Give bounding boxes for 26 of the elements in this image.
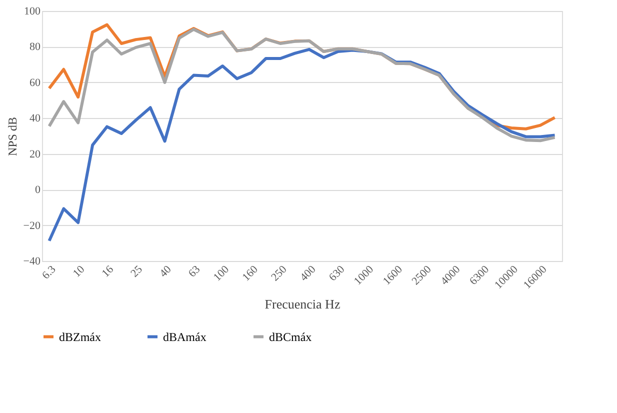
x-tick-label: 4000 (438, 263, 464, 288)
x-axis-title: Frecuencia Hz (264, 296, 340, 312)
x-tick-label: 100 (211, 263, 232, 284)
y-tick-label: −40 (23, 256, 41, 268)
y-tick-label: 100 (24, 6, 41, 18)
y-axis-title: NPS dB (5, 116, 20, 156)
y-tick-label: 80 (30, 41, 41, 54)
y-tick-label: 60 (30, 76, 41, 89)
x-tick-label: 16 (100, 263, 116, 280)
x-tick-label: 250 (269, 263, 290, 284)
x-tick-label: 6300 (468, 263, 492, 288)
x-tick-label: 10 (70, 263, 88, 280)
legend-label: dBZmáx (59, 330, 101, 344)
y-tick-label: 0 (35, 184, 41, 196)
legend-label: dBAmáx (163, 330, 206, 344)
x-tick-label: 63 (186, 263, 204, 280)
y-tick-label: −20 (23, 220, 41, 232)
x-tick-label: 160 (240, 263, 261, 284)
y-tick-label: 20 (30, 148, 41, 160)
x-tick-label: 630 (326, 263, 348, 284)
y-tick-label: 40 (30, 112, 41, 125)
x-tick-label: 40 (158, 263, 174, 280)
legend-label: dBCmáx (269, 330, 312, 344)
x-tick-label: 400 (298, 263, 319, 284)
x-tick-label: 6.3 (40, 263, 59, 282)
x-tick-label: 25 (128, 263, 146, 280)
